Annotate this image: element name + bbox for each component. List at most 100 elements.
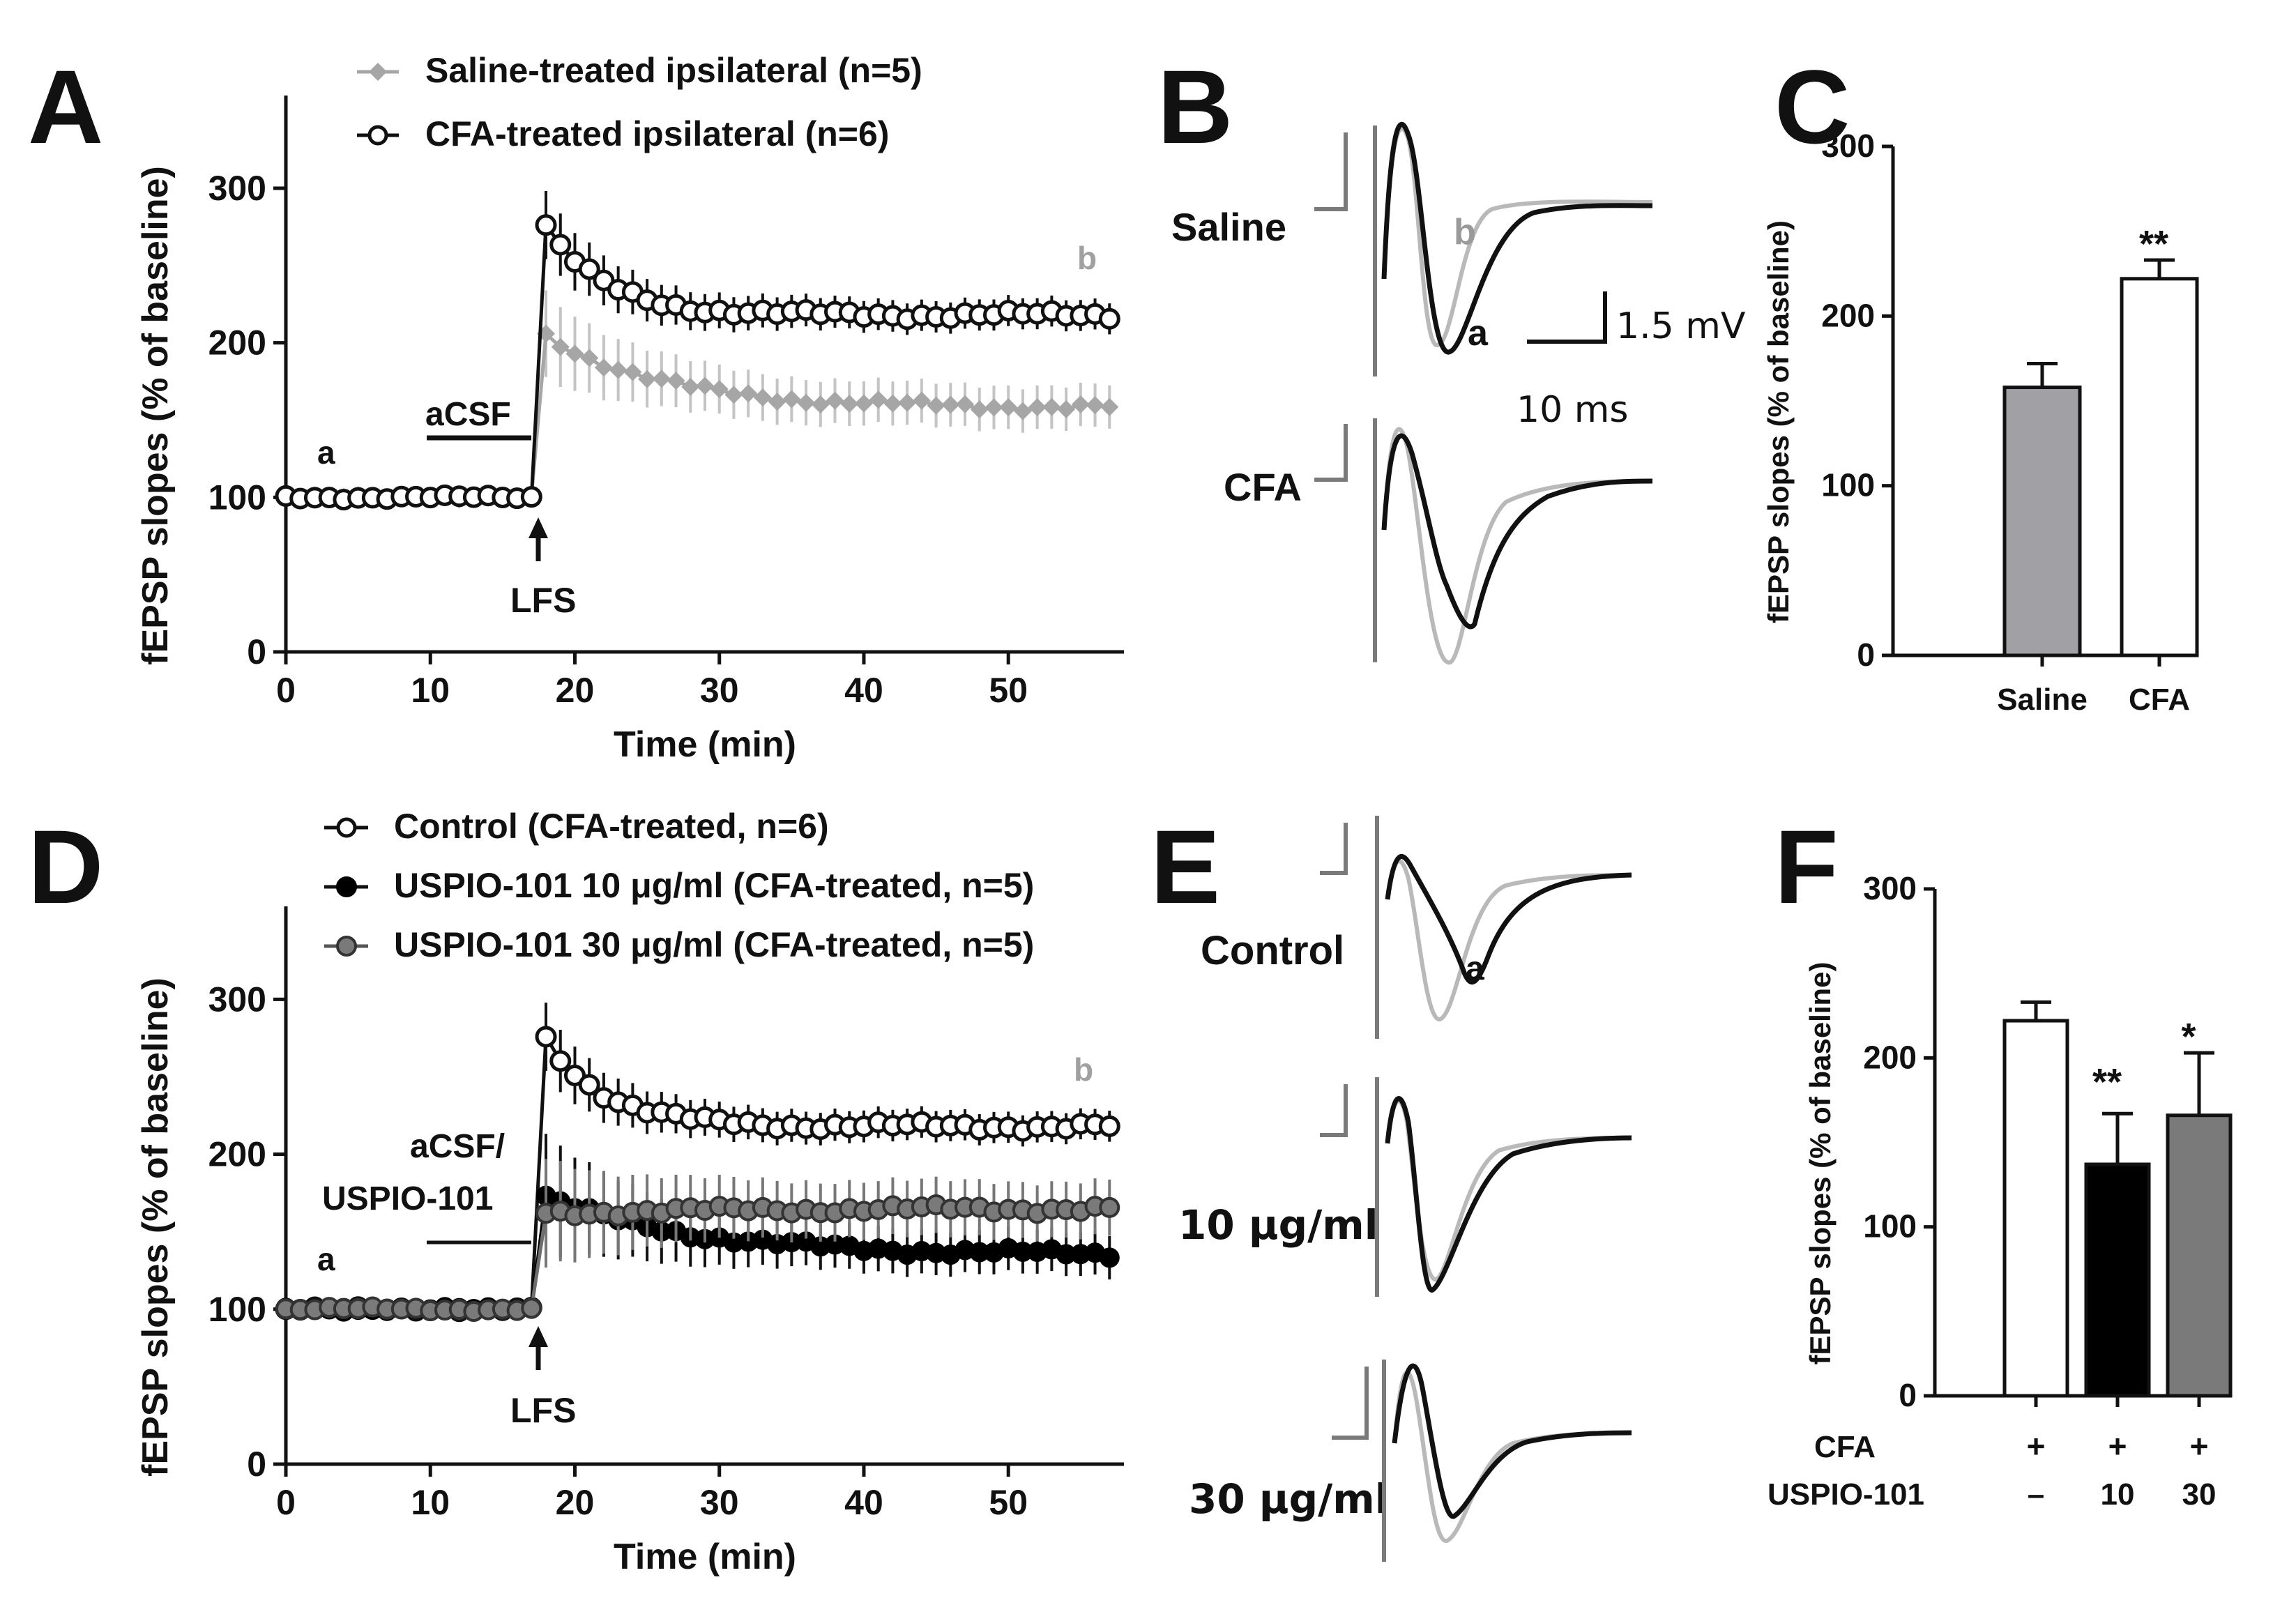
plot-f: 0 100 200 300 fEPSP slopes (% of baseline) + –… [1767,870,2233,1512]
trace-label-a-e: a [1466,950,1484,987]
data-point [667,372,685,390]
row-value-cfa: + [2108,1428,2127,1464]
legend-a: Saline-treated ipsilateral (n=5) CFA-tre… [357,51,922,153]
legend-marker-usp10 [336,876,357,897]
plot-d: 0 100 200 300 0 10 20 30 40 50 Time (min) fEPSP slo… [135,906,1124,1577]
y-tick-label: 0 [1899,1377,1917,1413]
y-tick-label: 300 [1863,870,1917,906]
trace-u30-b [1392,1370,1632,1543]
data-point [840,395,859,413]
y-axis-label: fEPSP slopes (% of baseline) [1804,961,1837,1364]
data-point [782,390,801,409]
legend-label-control: Control (CFA-treated, n=6) [394,807,829,846]
bar [2120,277,2199,657]
trace-label-b: b [1454,212,1476,252]
data-point [681,377,700,396]
y-tick-label: 0 [247,1445,266,1484]
x-tick-label: 50 [989,671,1028,710]
y-tick-label: 100 [1821,467,1875,503]
stim-artifact-cfa [1314,418,1377,662]
legend-marker-saline [369,63,387,81]
data-point [956,395,975,413]
bar [2002,386,2082,657]
y-tick-label: 100 [1863,1208,1917,1245]
bar [2002,1019,2069,1398]
legend-marker-control [336,817,357,838]
data-point [854,394,873,413]
y-axis-label: fEPSP slopes (% of baseline) [135,166,176,665]
legend-marker-usp30 [336,936,357,957]
data-point [578,1074,600,1096]
row-value-cfa: + [2027,1428,2046,1464]
data-point [1042,397,1061,416]
significance-stars-10: ** [2092,1061,2122,1103]
annot-d-label-b: b [1074,1051,1093,1088]
series-line [285,330,1110,501]
data-point [652,370,671,388]
series-line [285,220,1111,502]
data-point [521,1298,542,1319]
panel-d: D 0 100 200 300 0 10 20 30 40 50 Time (min) fEPSP s… [28,807,1124,1577]
trace-control-b [1385,859,1632,1021]
annot-d-lfs: LFS [510,1391,576,1430]
data-point [797,393,816,412]
panel-f: F 0 100 200 300 fEPSP slopes (% of baseline)… [1767,808,2233,1512]
data-point [565,344,584,363]
data-point [696,376,714,395]
y-tick-label: 200 [1821,297,1875,333]
plot-c: 0 100 200 300 fEPSP slopes (% of baseline) Sa… [1762,128,2199,717]
series-1 [275,1134,1120,1322]
bar [2166,1113,2233,1398]
y-axis-label: fEPSP slopes (% of baseline) [135,977,176,1477]
data-point [609,360,628,379]
data-point [520,486,542,508]
x-tick-label: 0 [276,671,296,710]
data-point [984,398,1003,417]
scale-bar-mv: 1.5 mV [1616,305,1746,347]
significance-stars-cfa: ** [2139,223,2168,265]
data-point [999,398,1018,417]
series-line [285,1030,1110,1314]
panel-e: E Control 10 μg/ml 30 μg/ml a [1150,808,1632,1562]
data-point [811,395,830,414]
series-2 [275,1159,1120,1322]
y-tick-label: 300 [1821,128,1875,164]
row-value-uspio: 10 [2101,1477,2135,1512]
x-category-label: Saline [1997,683,2088,717]
data-point [1098,307,1120,330]
data-point [578,258,600,280]
y-tick-label: 200 [1863,1039,1917,1075]
panel-b: B Saline CFA b a 1.5 mV 10 ms [1157,48,1746,665]
bar [2084,1162,2151,1398]
legend-d: Control (CFA-treated, n=6) USPIO-101 10 … [324,807,1034,964]
data-point [1071,395,1090,414]
trace-control-a [1385,854,1632,985]
panel-label-f: F [1774,808,1839,925]
trace-cfa-b [1382,427,1653,665]
y-axis-label: fEPSP slopes (% of baseline) [1762,220,1795,623]
legend-label-cfa: CFA-treated ipsilateral (n=6) [425,114,889,153]
data-point [970,400,989,419]
data-point [912,391,931,410]
panel-c: C 0 100 200 300 fEPSP slopes (% of baseline)… [1762,48,2199,717]
annot-d-acsf: aCSF/ [410,1128,505,1165]
plot-a: 0 100 200 300 0 10 20 30 40 50 Time (min) fEPSP slo… [135,96,1124,765]
lfs-arrow-d [529,1326,548,1370]
trace-label-saline: Saline [1171,205,1286,249]
annot-a-label-a: a [317,434,335,471]
x-tick-label: 30 [700,671,739,710]
x-tick-label: 50 [989,1483,1028,1522]
lfs-arrow-a [529,517,548,561]
trace-u30-a [1392,1363,1632,1519]
panel-label-e: E [1150,808,1220,925]
legend-label-usp10: USPIO-101 10 μg/ml (CFA-treated, n=5) [394,866,1034,905]
legend-label-usp30: USPIO-101 30 μg/ml (CFA-treated, n=5) [394,925,1034,964]
row-label-uspio: USPIO-101 [1767,1477,1924,1512]
y-tick-label: 300 [208,169,266,208]
trace-u10-a [1385,1096,1632,1293]
series-1 [275,191,1120,511]
x-tick-label: 40 [844,671,883,710]
x-tick-label: 40 [844,1483,883,1522]
panel-label-d: D [28,808,103,925]
